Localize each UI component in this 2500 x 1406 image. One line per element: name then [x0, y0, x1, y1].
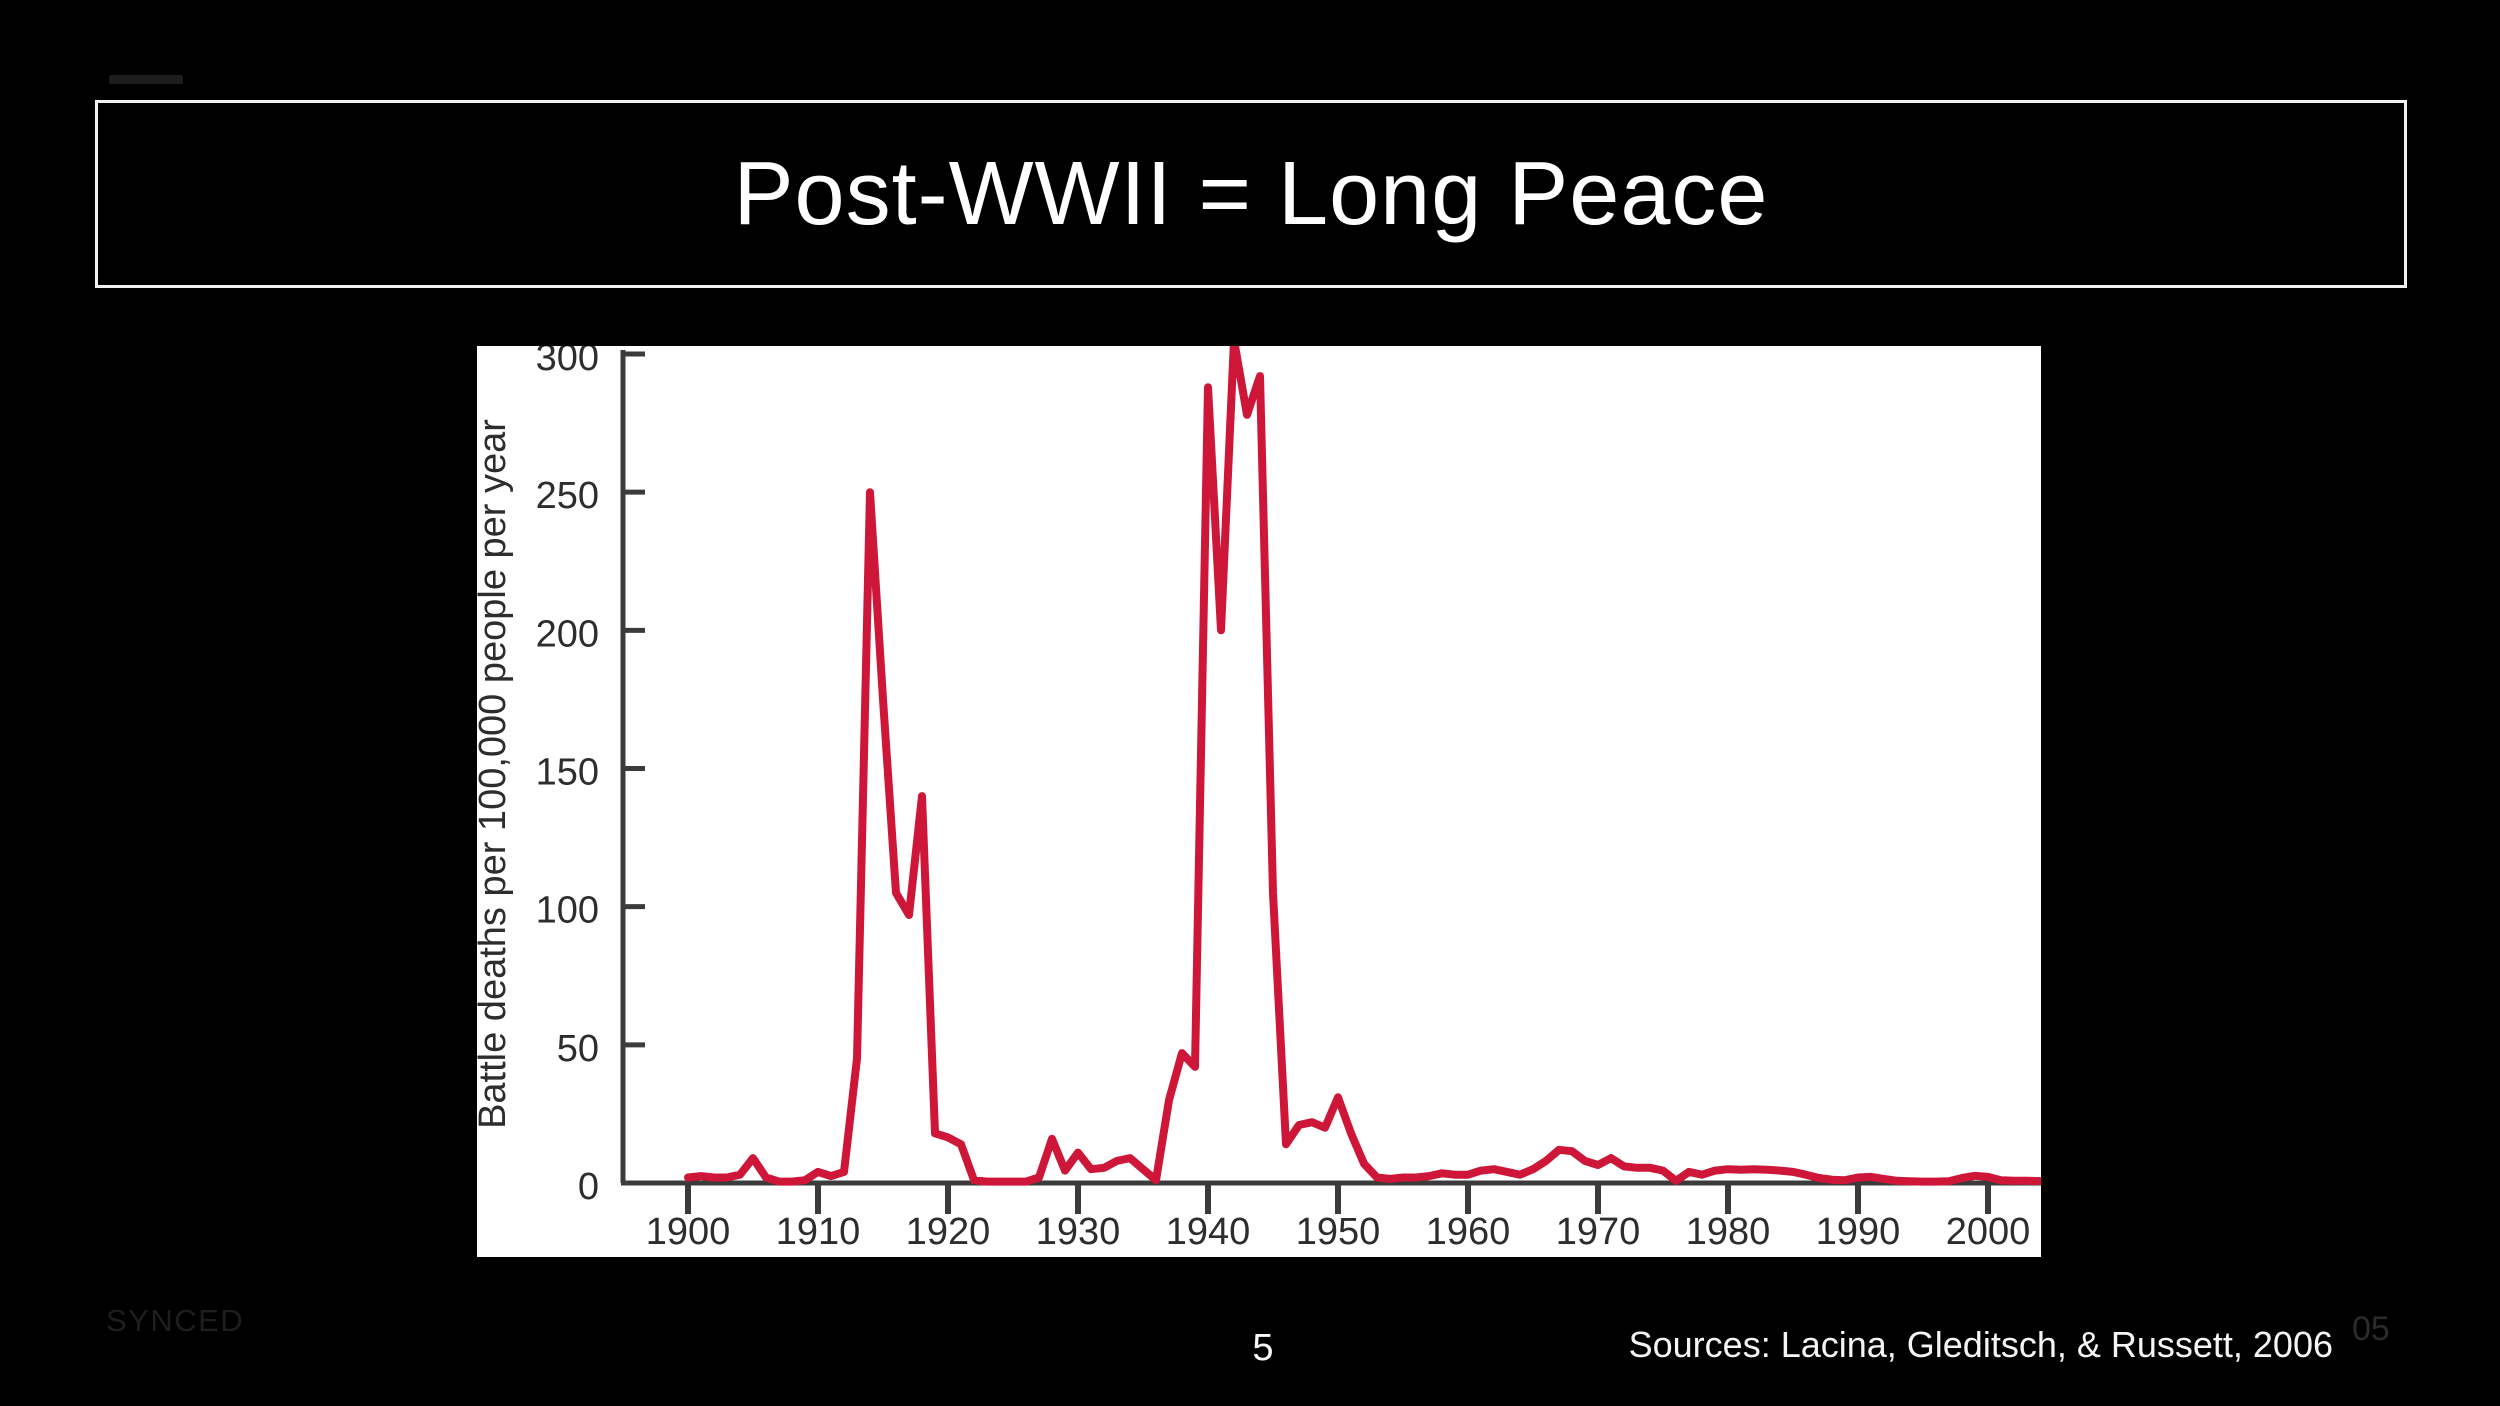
slide-title: Post-WWII = Long Peace — [733, 143, 1769, 244]
source-citation: Sources: Lacina, Gleditsch, & Russett, 2… — [1628, 1324, 2333, 1365]
y-axis-title: Battle deaths per 100,000 people per yea… — [477, 419, 514, 1129]
y-tick-label: 250 — [536, 475, 599, 517]
x-tick-label: 1950 — [1296, 1211, 1381, 1253]
x-tick-label: 1970 — [1556, 1211, 1641, 1253]
x-tick-label: 1910 — [776, 1211, 861, 1253]
x-tick-label: 1940 — [1166, 1211, 1251, 1253]
y-tick-label: 200 — [536, 613, 599, 655]
battle-deaths-line — [684, 346, 2041, 1186]
x-tick-label: 1920 — [906, 1211, 991, 1253]
x-tick-label: 1990 — [1816, 1211, 1901, 1253]
x-tick-label: 1980 — [1686, 1211, 1771, 1253]
y-tick-label: 50 — [557, 1028, 599, 1070]
y-tick-label: 150 — [536, 752, 599, 794]
y-tick-label: 300 — [536, 346, 599, 379]
x-tick-label: 1900 — [646, 1211, 731, 1253]
y-tick-label: 100 — [536, 890, 599, 932]
page-number: 5 — [1252, 1327, 1274, 1369]
slide-accent-dash — [109, 75, 183, 84]
battle-deaths-chart: 0 50 100 150 200 250 300 1900 1910 1920 1930 1940 19… — [477, 346, 2041, 1257]
x-tick-label: 1930 — [1036, 1211, 1121, 1253]
synced-watermark: SYNCED — [106, 1303, 245, 1338]
x-tick-label: 1960 — [1426, 1211, 1511, 1253]
y-tick-label: 0 — [578, 1166, 599, 1208]
slide-code: 05 — [2352, 1310, 2390, 1348]
chart-canvas: 0 50 100 150 200 250 300 1900 1910 1920 1930 1940 19… — [477, 346, 2041, 1253]
x-tick-label: 2000 — [1946, 1211, 2031, 1253]
title-box: Post-WWII = Long Peace — [95, 100, 2407, 288]
